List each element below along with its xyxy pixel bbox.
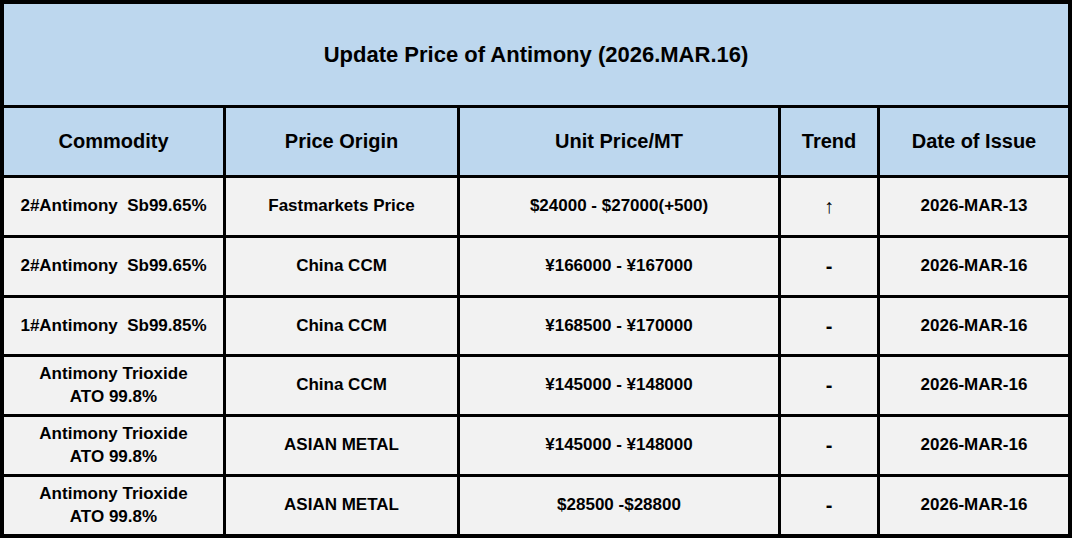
trend-flat-dash: - bbox=[781, 238, 877, 295]
cell-unit-price: ¥145000 - ¥148000 bbox=[460, 357, 778, 414]
cell-unit-price: ¥166000 - ¥167000 bbox=[460, 238, 778, 295]
antimony-price-table: Update Price of Antimony (2026.MAR.16) C… bbox=[0, 0, 1072, 538]
table-title: Update Price of Antimony (2026.MAR.16) bbox=[4, 4, 1068, 105]
column-header-commodity: Commodity bbox=[4, 108, 223, 175]
column-header-price-origin: Price Origin bbox=[226, 108, 457, 175]
column-header-trend: Trend bbox=[781, 108, 877, 175]
trend-flat-dash: - bbox=[781, 417, 877, 474]
trend-up-arrow-icon: ↑ bbox=[781, 178, 877, 235]
column-header-date-of-issue: Date of Issue bbox=[880, 108, 1068, 175]
cell-commodity: 2#Antimony Sb99.65% bbox=[4, 178, 223, 235]
cell-unit-price: ¥168500 - ¥170000 bbox=[460, 298, 778, 355]
cell-date-of-issue: 2026-MAR-13 bbox=[880, 178, 1068, 235]
cell-price-origin: ASIAN METAL bbox=[226, 477, 457, 534]
trend-flat-dash: - bbox=[781, 357, 877, 414]
cell-date-of-issue: 2026-MAR-16 bbox=[880, 238, 1068, 295]
trend-flat-dash: - bbox=[781, 298, 877, 355]
cell-unit-price: $24000 - $27000(+500) bbox=[460, 178, 778, 235]
cell-commodity: Antimony Trioxide ATO 99.8% bbox=[4, 477, 223, 534]
cell-price-origin: China CCM bbox=[226, 238, 457, 295]
cell-unit-price: $28500 -$28800 bbox=[460, 477, 778, 534]
cell-date-of-issue: 2026-MAR-16 bbox=[880, 477, 1068, 534]
cell-price-origin: ASIAN METAL bbox=[226, 417, 457, 474]
cell-commodity: Antimony Trioxide ATO 99.8% bbox=[4, 357, 223, 414]
cell-commodity: 1#Antimony Sb99.85% bbox=[4, 298, 223, 355]
cell-price-origin: Fastmarkets Price bbox=[226, 178, 457, 235]
cell-commodity: Antimony Trioxide ATO 99.8% bbox=[4, 417, 223, 474]
trend-flat-dash: - bbox=[781, 477, 877, 534]
cell-date-of-issue: 2026-MAR-16 bbox=[880, 298, 1068, 355]
cell-price-origin: China CCM bbox=[226, 357, 457, 414]
cell-date-of-issue: 2026-MAR-16 bbox=[880, 417, 1068, 474]
column-header-unit-price: Unit Price/MT bbox=[460, 108, 778, 175]
cell-unit-price: ¥145000 - ¥148000 bbox=[460, 417, 778, 474]
cell-price-origin: China CCM bbox=[226, 298, 457, 355]
cell-date-of-issue: 2026-MAR-16 bbox=[880, 357, 1068, 414]
cell-commodity: 2#Antimony Sb99.65% bbox=[4, 238, 223, 295]
